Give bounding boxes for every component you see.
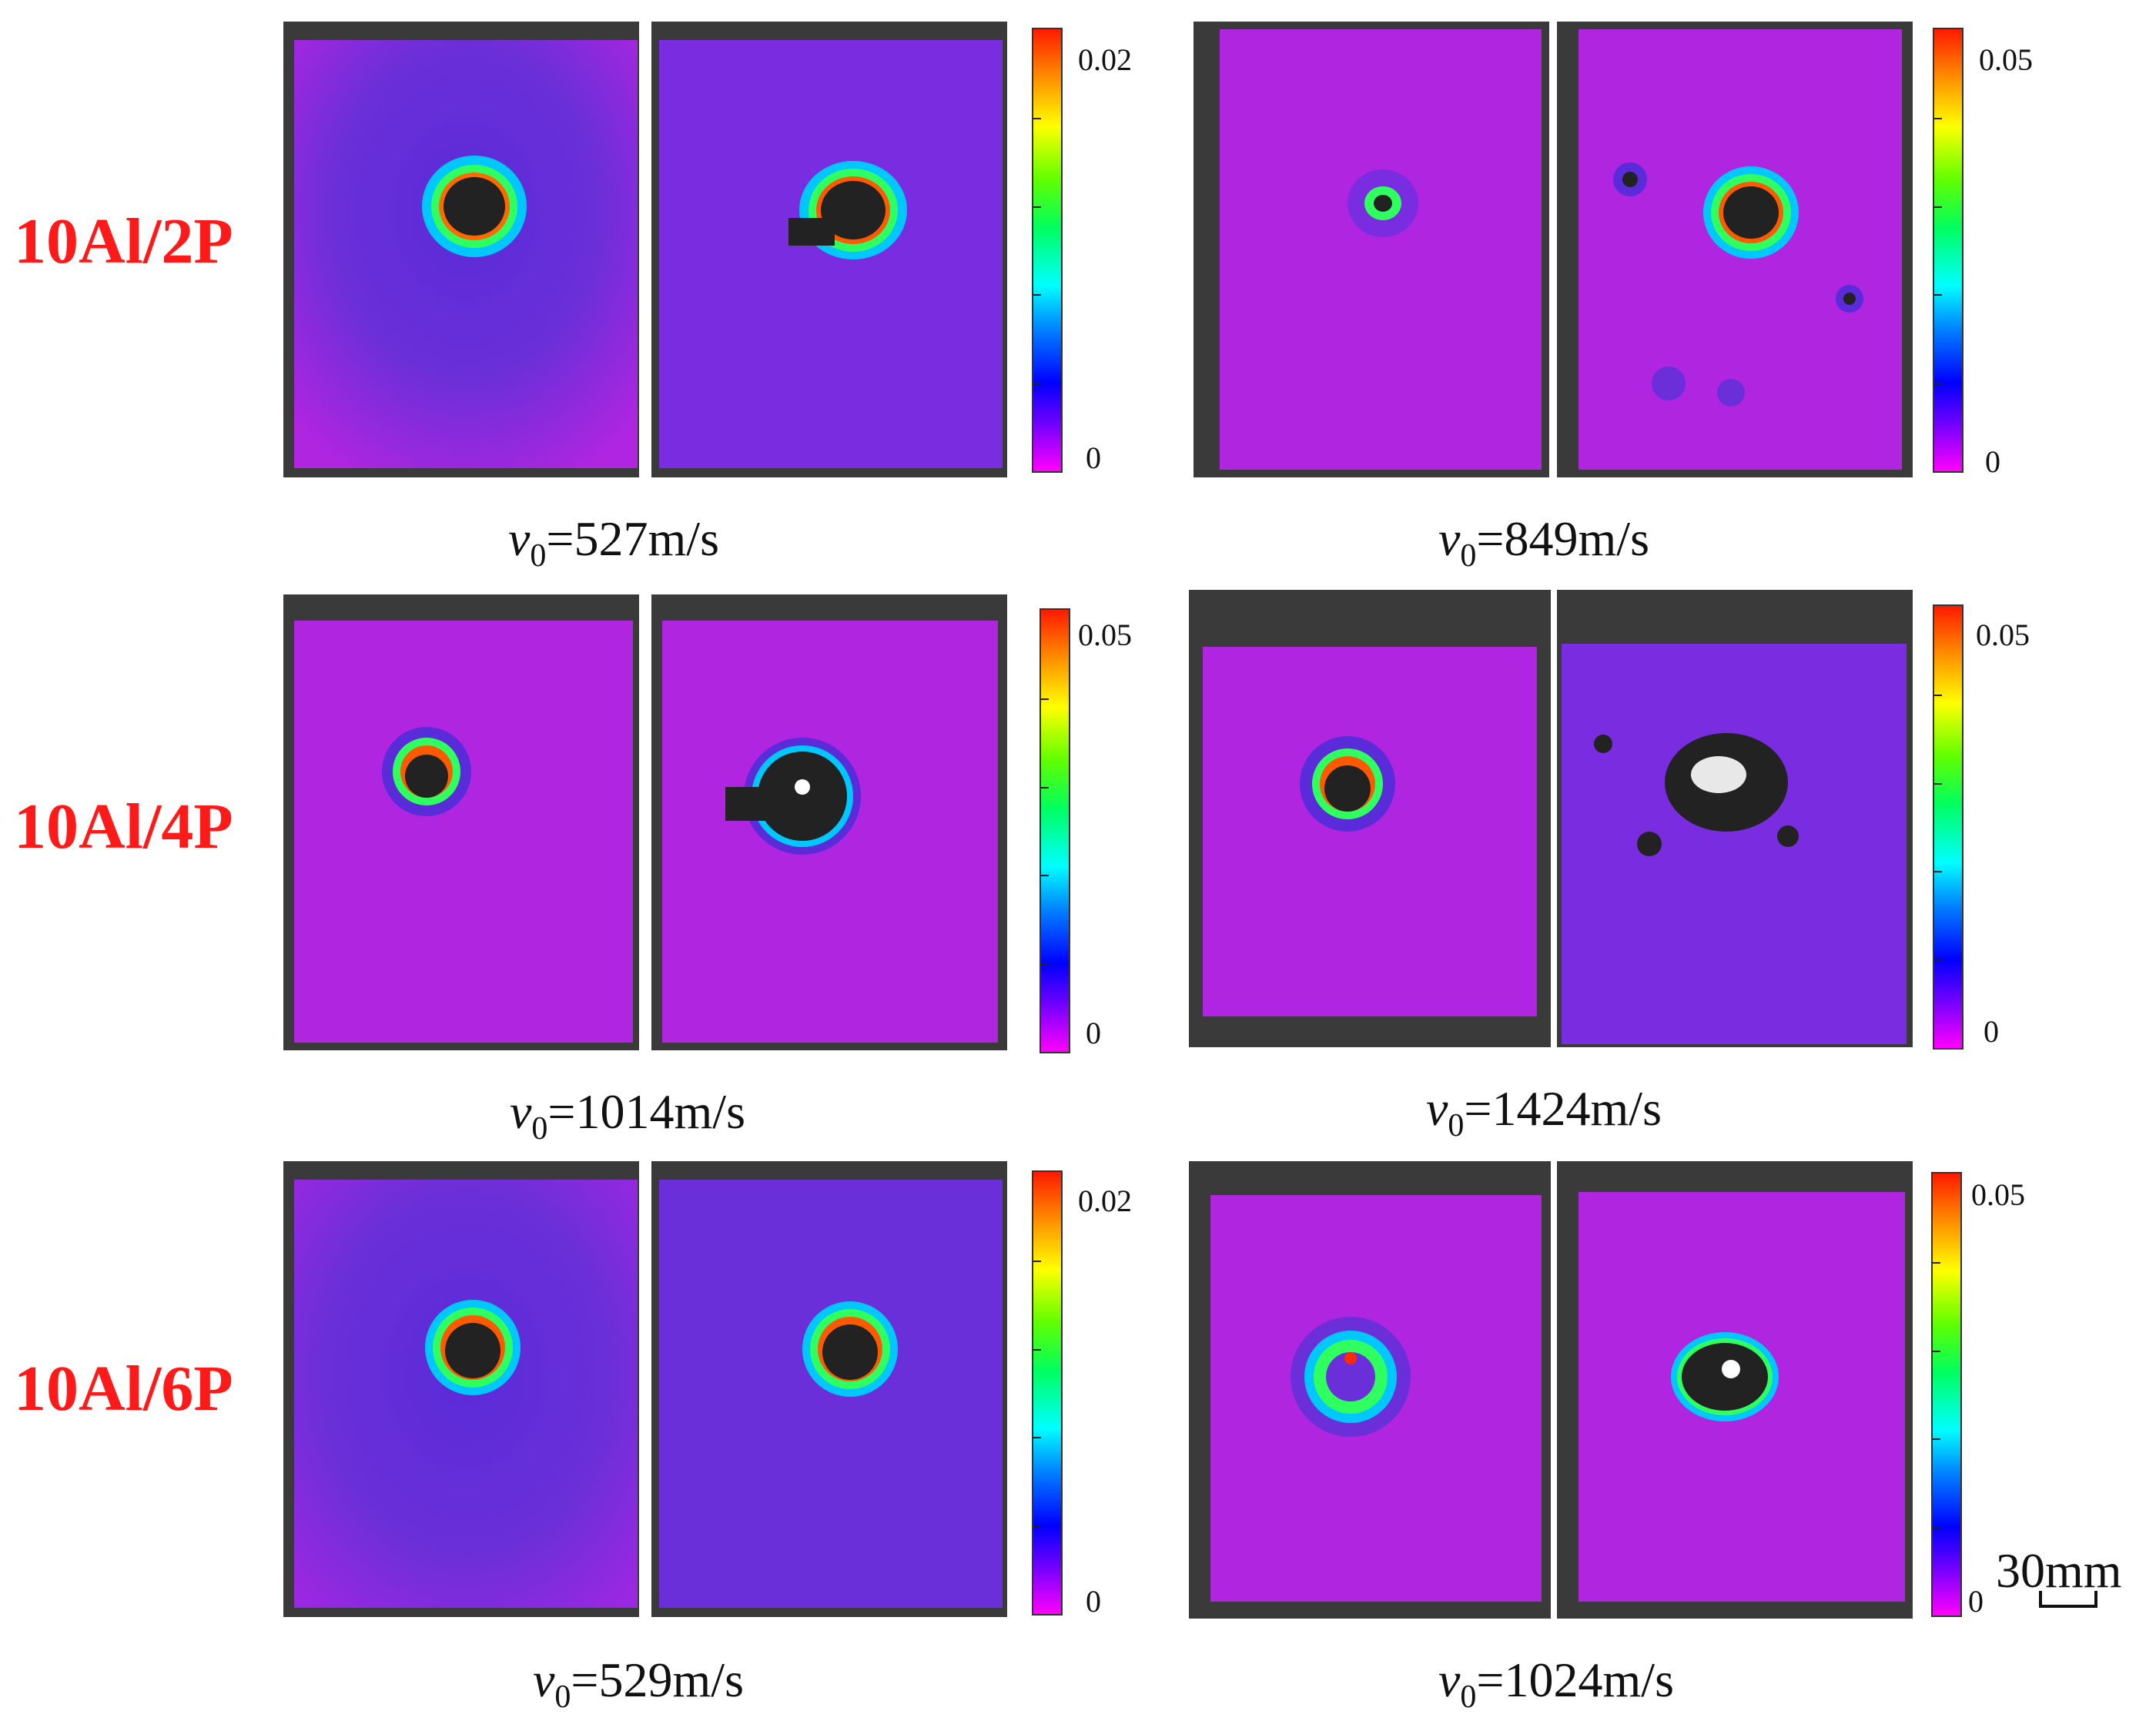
colorbar-529 xyxy=(1032,1170,1063,1616)
dic-panel-849-early xyxy=(1194,22,1549,477)
colorbar-1014-min: 0 xyxy=(1086,1016,1101,1050)
colorbar-tick xyxy=(1934,117,1942,119)
velocity-label-1014: v0=1014m/s xyxy=(510,1084,745,1147)
colorbar-527-min: 0 xyxy=(1086,440,1101,475)
colorbar-tick xyxy=(1041,963,1049,966)
colorbar-849 xyxy=(1933,28,1964,473)
colorbar-tick xyxy=(1934,694,1942,696)
colorbar-849-max: 0.05 xyxy=(1979,42,2033,77)
colorbar-tick xyxy=(1934,206,1942,208)
scale-bar-cap-left xyxy=(2039,1591,2042,1608)
colorbar-tick xyxy=(1033,294,1041,296)
dic-panel-527-early xyxy=(283,22,639,477)
dic-panel-849-late xyxy=(1557,22,1913,477)
colorbar-tick xyxy=(1033,206,1041,208)
colorbar-tick xyxy=(1934,294,1942,296)
dic-panel-529-late xyxy=(651,1161,1007,1617)
colorbar-1014 xyxy=(1040,608,1070,1053)
velocity-label-1424: v0=1424m/s xyxy=(1426,1081,1662,1143)
dic-panel-1424-early xyxy=(1189,590,1551,1047)
colorbar-527 xyxy=(1032,28,1063,473)
colorbar-tick xyxy=(1933,1527,1940,1529)
colorbar-tick xyxy=(1033,1525,1041,1528)
colorbar-tick xyxy=(1934,871,1942,873)
colorbar-1424-max: 0.05 xyxy=(1976,618,2030,652)
colorbar-tick xyxy=(1033,117,1041,119)
velocity-label-527: v0=527m/s xyxy=(508,511,719,574)
dic-panel-527-late xyxy=(651,22,1007,477)
colorbar-tick xyxy=(1933,1261,1940,1264)
row-label-10al-6p: 10Al/6P xyxy=(14,1353,233,1425)
colorbar-1424 xyxy=(1933,604,1964,1050)
colorbar-tick xyxy=(1033,1260,1041,1262)
dic-panel-1014-early xyxy=(283,594,639,1050)
scale-bar-cap-right xyxy=(2094,1591,2097,1608)
colorbar-529-max: 0.02 xyxy=(1078,1184,1132,1218)
velocity-label-1024: v0=1024m/s xyxy=(1438,1652,1674,1715)
colorbar-tick xyxy=(1033,1437,1041,1439)
colorbar-tick xyxy=(1934,959,1942,962)
colorbar-tick xyxy=(1934,383,1942,385)
row-label-10al-4p: 10Al/4P xyxy=(14,791,233,862)
velocity-label-529: v0=529m/s xyxy=(533,1652,744,1715)
colorbar-tick xyxy=(1041,698,1049,700)
colorbar-tick xyxy=(1041,786,1049,789)
colorbar-529-min: 0 xyxy=(1086,1584,1101,1619)
velocity-label-849: v0=849m/s xyxy=(1438,511,1649,574)
colorbar-tick xyxy=(1033,383,1041,385)
colorbar-1014-max: 0.05 xyxy=(1078,618,1132,652)
colorbar-1024-min: 0 xyxy=(1968,1584,1984,1619)
scale-bar-label: 30mm xyxy=(1996,1543,2122,1598)
colorbar-849-min: 0 xyxy=(1985,444,2000,479)
dic-panel-1024-late xyxy=(1557,1161,1913,1619)
dic-panel-1024-early xyxy=(1189,1161,1551,1619)
dic-panel-1014-late xyxy=(651,594,1007,1050)
row-label-10al-2p: 10Al/2P xyxy=(14,206,233,277)
dic-panel-529-early xyxy=(283,1161,639,1617)
colorbar-527-max: 0.02 xyxy=(1078,42,1132,77)
dic-panel-1424-late xyxy=(1557,590,1913,1047)
colorbar-1024-max: 0.05 xyxy=(1971,1177,2025,1212)
colorbar-tick xyxy=(1933,1438,1940,1441)
scale-bar-line xyxy=(2039,1605,2097,1608)
colorbar-1024 xyxy=(1931,1172,1962,1617)
colorbar-1424-min: 0 xyxy=(1984,1014,1999,1049)
colorbar-tick xyxy=(1934,782,1942,785)
colorbar-tick xyxy=(1933,1350,1940,1352)
colorbar-tick xyxy=(1033,1348,1041,1351)
colorbar-tick xyxy=(1041,875,1049,877)
